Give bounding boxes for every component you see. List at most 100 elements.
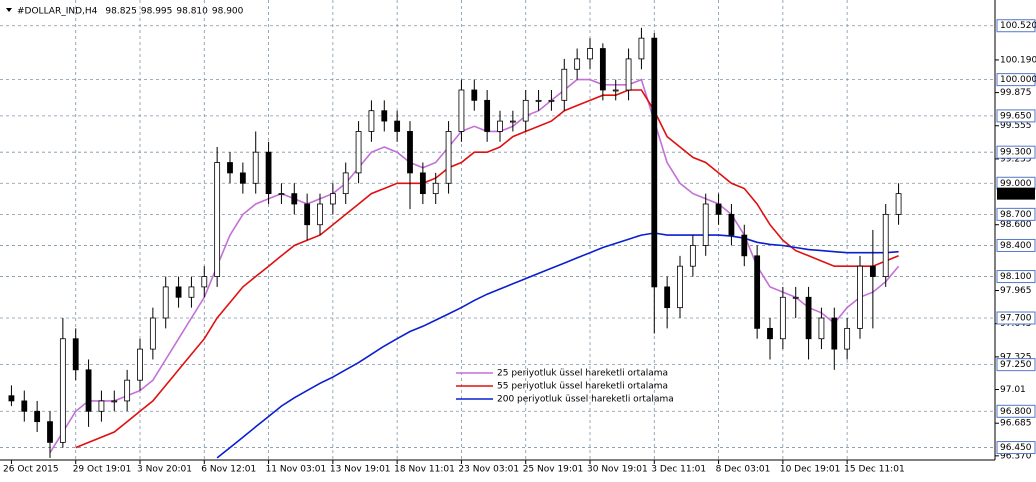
candle-body [227, 162, 233, 174]
candle-body [509, 120, 516, 123]
x-tick-label: 3 Dec 11:01 [651, 465, 706, 475]
level-box [996, 358, 1036, 372]
candle-body [8, 395, 15, 402]
candle-body [34, 410, 41, 423]
level-label: 99.000 [1000, 179, 1032, 189]
x-tick-label: 13 Nov 19:01 [330, 465, 391, 475]
candle-body [484, 99, 491, 132]
candle-body [201, 276, 208, 288]
candle-body [175, 286, 182, 298]
x-tick-label: 6 Nov 12:01 [201, 465, 256, 475]
last-price-box [997, 187, 1035, 200]
x-tick-label: 25 Nov 19:01 [523, 465, 584, 475]
candle-body [844, 327, 851, 350]
header-price: 98.900 [212, 7, 244, 17]
candle-body [137, 348, 143, 381]
y-tick-label: 96.370 [1000, 451, 1032, 461]
candle-body [471, 89, 478, 101]
candle-body [779, 296, 786, 340]
y-tick-label: 99.555 [1000, 121, 1032, 131]
moving-average [216, 232, 899, 459]
candle-body [291, 193, 298, 205]
header-price: 98.810 [176, 7, 208, 17]
last-price-label: 98.900 [1000, 189, 1032, 199]
candle-body [445, 131, 452, 184]
y-tick-label: 99.875 [1000, 88, 1032, 98]
candle-body [651, 37, 658, 288]
level-label: 99.300 [1000, 148, 1032, 158]
candle-body [702, 203, 709, 246]
candle-body [368, 110, 375, 132]
candle-body [111, 400, 118, 403]
candle-body [162, 286, 169, 319]
candle-body [548, 99, 555, 102]
candle-body [587, 48, 593, 60]
candle-body [497, 120, 503, 132]
candle-body [381, 110, 388, 122]
candle-body [329, 193, 336, 205]
x-tick-label: 30 Nov 19:01 [587, 465, 648, 475]
level-box [996, 145, 1036, 159]
candle-body [278, 193, 285, 196]
candle-body [21, 400, 28, 412]
x-tick-label: 18 Nov 11:01 [394, 465, 455, 475]
candle-body [869, 265, 876, 277]
legend-label: 25 periyotluk üssel hareketli ortalama [497, 369, 668, 379]
candle-body [407, 131, 413, 174]
candle-body [857, 265, 863, 329]
level-label: 97.700 [1000, 314, 1032, 324]
level-label: 97.250 [1000, 360, 1032, 370]
x-tick-label: 8 Dec 03:01 [716, 465, 771, 475]
x-tick-label: 26 Oct 2015 [3, 465, 59, 475]
x-tick-label: 23 Nov 03:01 [458, 465, 519, 475]
level-label: 99.650 [1000, 111, 1032, 121]
candle-body [59, 338, 66, 443]
candle-body [355, 131, 362, 174]
candle-body [882, 213, 889, 277]
candle-body [535, 99, 542, 102]
x-tick-label: 29 Oct 19:01 [73, 465, 132, 475]
candle-body [689, 245, 696, 267]
candle-body [47, 421, 53, 443]
level-label: 98.700 [1000, 210, 1032, 220]
header-price: 98.995 [141, 7, 173, 17]
level-label: 98.400 [1000, 241, 1032, 251]
candle-body [831, 317, 838, 350]
candle-body [214, 162, 221, 277]
level-box [996, 19, 1036, 33]
legend-label: 55 periyotluk üssel hareketli ortalama [497, 382, 668, 392]
level-box [996, 441, 1036, 455]
candle-body [574, 58, 581, 70]
candle-body [664, 286, 671, 309]
candle-body [432, 182, 439, 195]
y-tick-label: 99.235 [1000, 154, 1032, 164]
candle-body [767, 327, 773, 340]
header-price: 98.825 [105, 7, 137, 17]
y-tick-label: 97.965 [1000, 286, 1032, 296]
candle-body [342, 172, 349, 195]
level-box [996, 311, 1036, 325]
candle-body [625, 58, 632, 91]
candle-body [458, 89, 465, 132]
chart-title: #DOLLAR_IND,H4 [17, 7, 98, 17]
level-box [996, 73, 1036, 87]
candle-body [304, 203, 311, 226]
menu-arrow[interactable] [6, 8, 12, 12]
header-prices: 98.825 98.995 98.810 98.900 [105, 7, 243, 17]
y-tick-label: 100.190 [1000, 55, 1036, 65]
x-tick-label: 11 Nov 03:01 [266, 465, 327, 475]
level-label: 100.000 [1000, 75, 1036, 85]
candle-body [818, 317, 825, 340]
candle-body [72, 338, 79, 371]
legend-label: 200 periyotluk üssel hareketli ortalama [497, 395, 674, 405]
level-box [996, 207, 1036, 221]
level-box [996, 404, 1036, 418]
x-tick-label: 3 Nov 20:01 [137, 465, 192, 475]
candle-body [394, 120, 401, 132]
level-label: 96.800 [1000, 407, 1032, 417]
level-box [996, 238, 1036, 252]
candle-body [754, 255, 761, 329]
candle-body [715, 203, 722, 215]
